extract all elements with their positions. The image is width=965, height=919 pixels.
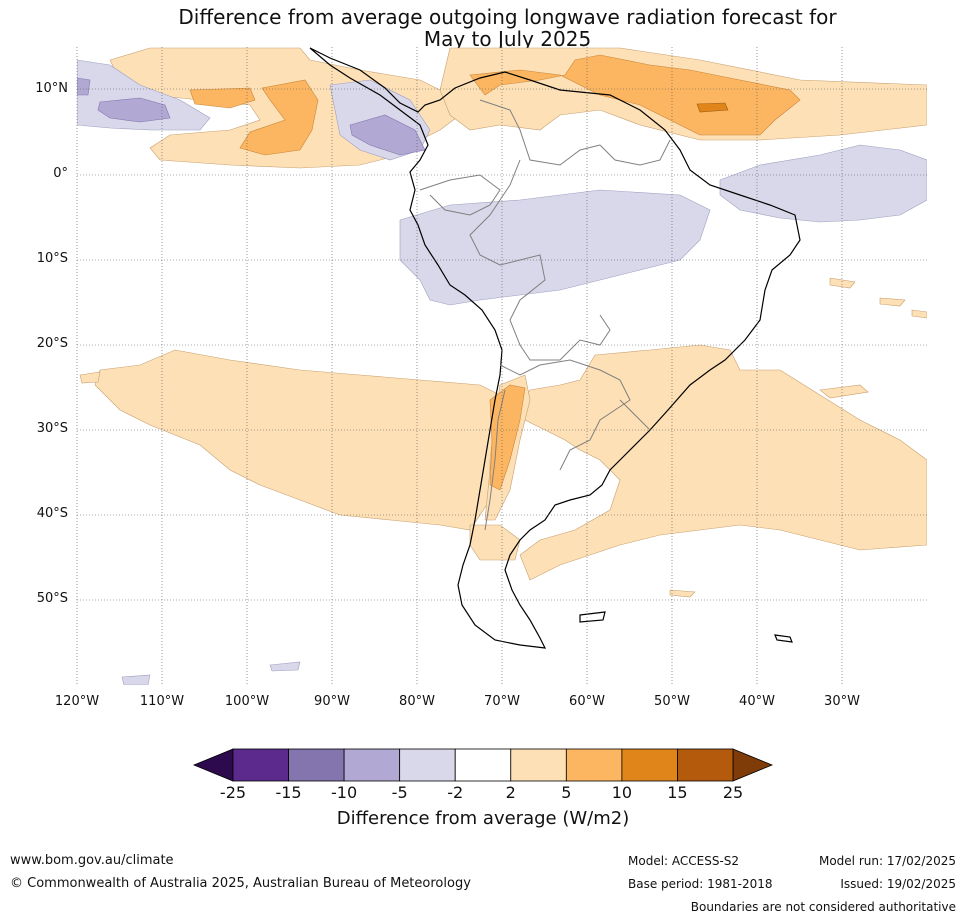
lon-label: 50°W (654, 694, 690, 709)
anomaly-positive-light (79, 47, 927, 598)
lon-label: 110°W (139, 694, 185, 709)
lat-label: 10°S (36, 251, 68, 266)
issued-text: Issued: 19/02/2025 (840, 877, 956, 891)
colorbar-tick-label: 10 (611, 783, 633, 802)
colorbar-cell (399, 748, 456, 782)
model-run-text: Model run: 17/02/2025 (818, 854, 956, 868)
lat-label: 20°S (36, 336, 68, 351)
lon-label: 90°W (314, 694, 350, 709)
model-text: Model: ACCESS-S2 (628, 854, 740, 868)
lat-label: 50°S (36, 591, 68, 606)
lat-label: 30°S (36, 421, 68, 436)
colorbar-extend-high (732, 748, 774, 782)
gridlines (77, 47, 927, 685)
lat-label: 40°S (36, 506, 68, 521)
colorbar-tick-label: 5 (561, 783, 572, 802)
coastline (309, 47, 801, 649)
country-borders (419, 99, 671, 531)
anomaly-positive-medium (189, 54, 801, 491)
website-link[interactable]: www.bom.gov.au/climate (10, 853, 174, 868)
lon-label: 80°W (399, 694, 435, 709)
colorbar-cell (621, 748, 678, 782)
colorbar-extend-low (192, 748, 234, 782)
copyright-text: © Commonwealth of Australia 2025, Austra… (10, 876, 471, 891)
lat-label: 10°N (35, 81, 68, 96)
colorbar-tick-label: 2 (505, 783, 516, 802)
chart-title-line2: May to July 2025 (423, 27, 592, 51)
anomaly-negative-medium (77, 77, 426, 156)
colorbar-cell (510, 748, 567, 782)
disclaimer-text: Boundaries are not considered authoritat… (690, 900, 956, 914)
colorbar-label: Difference from average (W/m2) (336, 808, 630, 829)
colorbar-cell (288, 748, 345, 782)
base-period-text: Base period: 1981-2018 (628, 877, 773, 891)
colorbar-cell (232, 748, 289, 782)
colorbar-tick-label: 25 (722, 783, 744, 802)
lon-label: 120°W (54, 694, 100, 709)
colorbar-cell (565, 748, 623, 782)
colorbar (192, 748, 774, 782)
colorbar-tick-label: -25 (219, 783, 247, 802)
anomaly-positive-strong (696, 102, 729, 113)
colorbar-tick-label: -10 (331, 783, 358, 802)
colorbar-cell (677, 748, 734, 782)
colorbar-cell (343, 748, 401, 782)
colorbar-tick-label: -2 (447, 783, 464, 802)
lon-label: 70°W (484, 694, 520, 709)
lon-label: 60°W (569, 694, 605, 709)
lat-label: 0° (53, 166, 68, 181)
chart-title-line1: Difference from average outgoing longwav… (178, 5, 837, 29)
lon-label: 100°W (224, 694, 270, 709)
colorbar-tick-label: -15 (275, 783, 302, 802)
colorbar-cell (454, 748, 512, 782)
lon-label: 30°W (824, 694, 860, 709)
lon-label: 40°W (739, 694, 775, 709)
colorbar-tick-label: -5 (391, 783, 408, 802)
colorbar-tick-label: 15 (667, 783, 688, 802)
